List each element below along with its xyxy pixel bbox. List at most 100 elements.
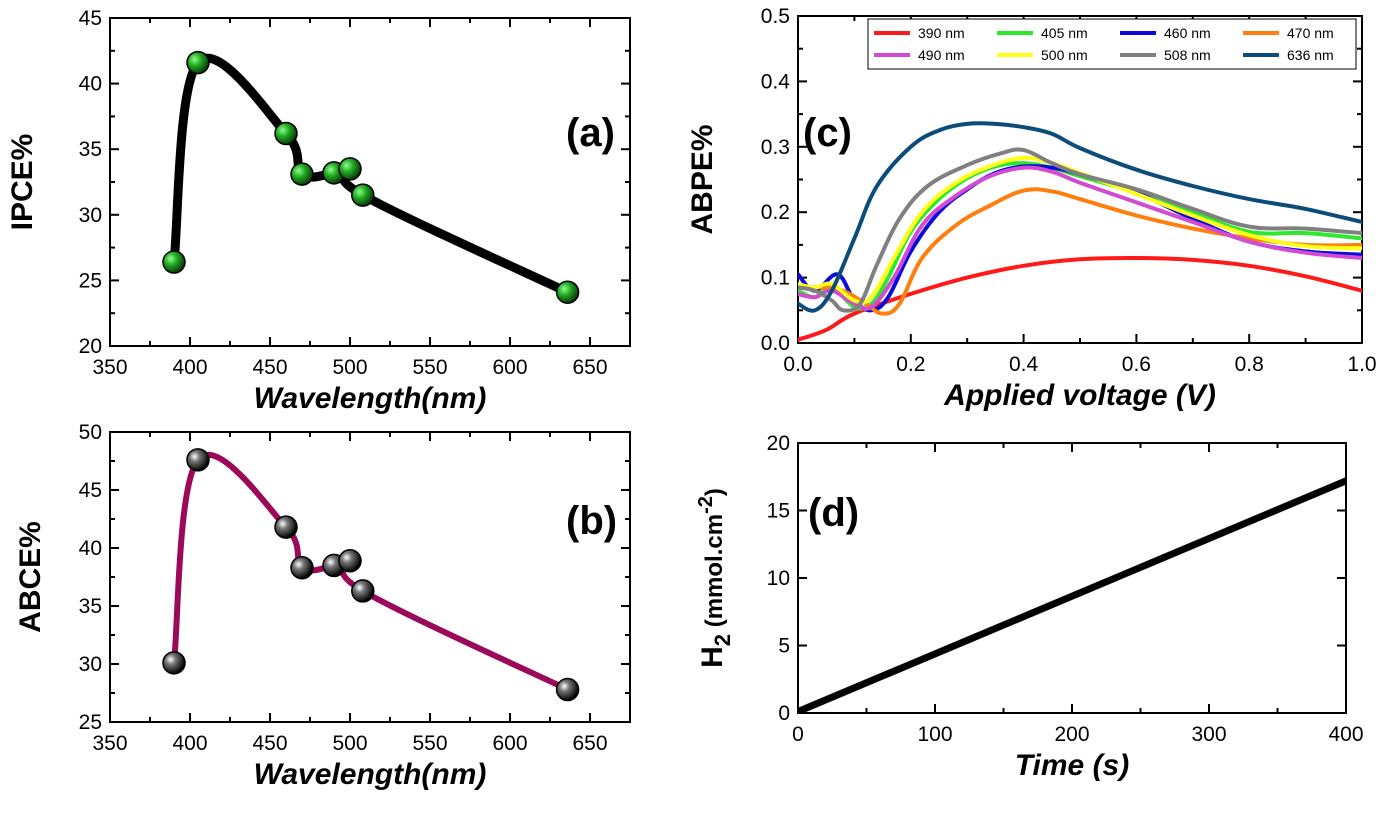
y-tick-label: 40	[79, 73, 102, 96]
series-group	[798, 477, 1346, 713]
y-tick-label: 40	[79, 537, 102, 560]
x-tick-label: 650	[572, 356, 607, 379]
y-tick-label: 45	[79, 479, 102, 502]
y-tick-label: 20	[767, 432, 790, 455]
panel-label: (d)	[808, 491, 859, 535]
y-tick-label: 0.3	[761, 136, 790, 159]
y-axis-title: IPCE%	[6, 134, 39, 231]
x-axis-title: Wavelength(nm)	[254, 382, 487, 415]
series-line-470-nm	[798, 187, 1362, 316]
data-point	[186, 50, 210, 75]
data-point	[555, 677, 580, 702]
legend-label: 500 nm	[1041, 47, 1088, 63]
x-tick-label: 1.0	[1347, 353, 1376, 376]
x-tick-label: 0.2	[896, 353, 925, 376]
x-tick-label: 400	[172, 356, 207, 379]
x-axis-title: Applied voltage (V)	[943, 379, 1216, 412]
panel-d: 0 100 200 300 400 0 5 10 15 20 Time (s) H2 (mmol.cm…	[695, 432, 1364, 782]
x-axis-title: Wavelength(nm)	[254, 758, 487, 791]
y-tick-label: 25	[79, 711, 102, 734]
plot-frame	[797, 442, 1347, 714]
x-tick-label: 0.4	[1009, 353, 1039, 376]
x-tick-label: 300	[1191, 723, 1226, 746]
x-tick-label: 650	[572, 732, 607, 755]
y-tick-label: 50	[79, 421, 102, 444]
legend-label: 390 nm	[918, 25, 965, 41]
legend-label: 405 nm	[1041, 25, 1088, 41]
panel-label: (a)	[566, 111, 615, 155]
series-line-0	[171, 451, 571, 693]
x-tick-label: 500	[332, 732, 367, 755]
series-line-636-nm	[798, 121, 1362, 313]
data-point	[555, 280, 580, 304]
data-point	[290, 555, 314, 580]
x-tick-label: 450	[252, 732, 287, 755]
y-tick-label: 30	[79, 204, 102, 227]
series-line-490-nm	[798, 165, 1362, 311]
x-tick-label: 0.6	[1122, 353, 1151, 376]
legend-label: 470 nm	[1287, 25, 1334, 41]
x-tick-label: 200	[1054, 723, 1089, 746]
y-tick-label: 45	[79, 7, 102, 30]
y-tick-label: 25	[79, 269, 102, 292]
data-point	[351, 183, 375, 207]
series-group	[798, 121, 1362, 342]
legend-label: 490 nm	[918, 47, 965, 63]
x-tick-label: 350	[92, 732, 127, 755]
y-tick-label: 5	[778, 635, 790, 658]
x-tick-label: 350	[92, 356, 127, 379]
legend-label: 460 nm	[1164, 25, 1211, 41]
x-tick-label: 400	[172, 732, 207, 755]
y-tick-label: 0	[778, 702, 790, 725]
panel-c: 0.0 0.2 0.4 0.6 0.8 1.0 0.0 0.1 0.2 0.3 0.4 0.5 Appl…	[686, 5, 1377, 412]
data-point	[274, 121, 298, 146]
y-tick-label: 20	[79, 335, 102, 358]
y-axis-title: H2 (mmol.cm-2)	[695, 488, 735, 668]
y-tick-label: 35	[79, 138, 102, 161]
data-point	[290, 162, 314, 186]
x-tick-label: 600	[492, 732, 527, 755]
x-tick-label: 0.8	[1235, 353, 1264, 376]
data-point	[162, 651, 186, 675]
series-line-0	[798, 477, 1346, 713]
x-axis-title: Time (s)	[1015, 749, 1129, 782]
y-tick-label: 30	[79, 653, 102, 676]
x-tick-label: 0	[792, 723, 804, 746]
x-tick-label: 100	[917, 723, 952, 746]
series-line-508-nm	[798, 147, 1362, 313]
data-point	[338, 549, 362, 573]
x-tick-label: 600	[492, 356, 527, 379]
data-point	[162, 250, 186, 274]
x-tick-label: 400	[1328, 723, 1363, 746]
series-group	[169, 53, 573, 297]
series-line-0	[169, 53, 573, 297]
x-tick-label: 0.0	[783, 353, 812, 376]
y-tick-label: 35	[79, 595, 102, 618]
data-point	[338, 157, 362, 181]
panel-label: (b)	[566, 499, 617, 543]
x-tick-label: 450	[252, 356, 287, 379]
panel-b: 350 400 450 500 550 600 650 25 30 35 40 45 50 Wavelen…	[14, 421, 631, 791]
y-axis-title: ABCE%	[14, 521, 47, 633]
y-axis-title: ABPE%	[686, 124, 719, 234]
x-tick-label: 550	[412, 356, 447, 379]
y-tick-label: 15	[767, 500, 790, 523]
y-tick-label: 0.4	[761, 70, 791, 93]
y-tick-label: 0.0	[761, 332, 790, 355]
series-line-390-nm	[798, 255, 1362, 342]
panel-label: (c)	[803, 111, 852, 155]
data-point	[274, 515, 298, 539]
y-tick-label: 0.5	[761, 5, 790, 28]
data-point	[186, 448, 210, 472]
x-tick-label: 500	[332, 356, 367, 379]
data-point	[351, 579, 375, 603]
y-tick-label: 10	[767, 567, 790, 590]
x-tick-label: 550	[412, 732, 447, 755]
legend-box	[867, 18, 1357, 70]
y-tick-label: 0.2	[761, 201, 790, 224]
y-tick-label: 0.1	[761, 267, 790, 290]
series-group	[171, 451, 571, 693]
panel-a: 350 400 450 500 550 600 650 20 25 30 35 40 45 Wavelen…	[6, 7, 631, 415]
legend-label: 508 nm	[1164, 47, 1211, 63]
